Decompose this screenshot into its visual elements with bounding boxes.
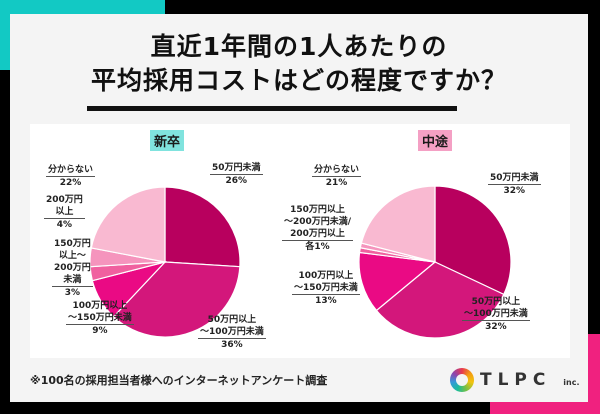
- slice-percent: 各1%: [305, 242, 330, 252]
- slice-label-text: 100万円以上 ～150万円未満: [292, 271, 360, 295]
- slice-label-text: 100万円以上 ～150万円未満: [66, 301, 134, 325]
- slice-percent: 26%: [225, 176, 248, 186]
- card: 直近1年間の1人あたりの 平均採用コストはどの程度ですか？ 新卒 中途 50万円…: [10, 14, 588, 402]
- title-line-2: 平均採用コストはどの程度ですか？: [90, 66, 507, 95]
- pie-slice: [164, 186, 241, 268]
- slice-label: 50万円未満 26%: [210, 162, 263, 187]
- slice-percent: 32%: [503, 186, 526, 196]
- slice-label-text: 分からない: [312, 165, 362, 177]
- logo-ring-icon: [450, 368, 474, 392]
- slice-label: 150万円 以上～ 200万円 未満 3%: [52, 238, 93, 299]
- chart-title-mid-career: 中途: [418, 130, 453, 151]
- slice-label-text: 50万円以上 ～100万円未満: [462, 297, 530, 321]
- pie-charts: [89, 185, 512, 339]
- page-title: 直近1年間の1人あたりの 平均採用コストはどの程度ですか？: [10, 30, 588, 98]
- logo-name: TLPC: [480, 370, 552, 390]
- slice-label: 分からない 21%: [312, 164, 362, 189]
- slice-percent: 32%: [485, 322, 507, 332]
- slice-label: 50万円以上 ～100万円未満 36%: [198, 314, 266, 351]
- slice-percent: 22%: [59, 178, 82, 188]
- slice-label: 50万円未満 32%: [488, 172, 541, 197]
- slice-label-text: 150万円以上 ～200万円未満/200万円以上: [282, 205, 354, 241]
- pie-slice: [90, 186, 166, 263]
- pie-slice: [375, 261, 505, 339]
- slice-label-text: 分からない: [46, 165, 96, 177]
- pie-slice: [434, 185, 512, 296]
- slice-percent: 13%: [315, 296, 337, 306]
- slice-percent: 4%: [56, 220, 73, 230]
- footnote: ※100名の採用担当者様へのインターネットアンケート調査: [30, 374, 328, 387]
- slice-label: 100万円以上 ～150万円未満 9%: [66, 300, 134, 337]
- chart-panel: 新卒 中途 50万円未満 26% 50万円以上 ～100万円未満 36% 100万円以上～…: [30, 124, 570, 358]
- slice-label-text: 50万円未満: [210, 163, 263, 175]
- pie-slice: [358, 251, 437, 312]
- slice-percent: 9%: [92, 326, 108, 336]
- title-underline: [87, 106, 457, 111]
- slice-percent: 36%: [221, 340, 243, 350]
- slice-label: 150万円以上 ～200万円未満/200万円以上 各1%: [282, 204, 354, 253]
- slice-label-text: 150万円 以上～ 200万円 未満: [52, 239, 93, 287]
- chart-title-new-grad: 新卒: [150, 130, 185, 151]
- logo: TLPC inc.: [450, 368, 580, 392]
- slice-label: 100万円以上 ～150万円未満 13%: [292, 270, 360, 307]
- title-line-1: 直近1年間の1人あたりの: [150, 32, 448, 61]
- slice-label: 200万円 以上 4%: [44, 194, 85, 231]
- pie-slice: [360, 185, 436, 263]
- slice-label: 50万円以上 ～100万円未満 32%: [462, 296, 530, 333]
- slice-percent: 3%: [64, 288, 81, 298]
- pie-slice: [112, 261, 241, 338]
- slice-percent: 21%: [325, 178, 348, 188]
- slice-label-text: 200万円 以上: [44, 195, 85, 219]
- slice-label: 分からない 22%: [46, 164, 96, 189]
- slice-label-text: 50万円以上 ～100万円未満: [198, 315, 266, 339]
- slice-label-text: 50万円未満: [488, 173, 541, 185]
- logo-suffix: inc.: [563, 378, 580, 387]
